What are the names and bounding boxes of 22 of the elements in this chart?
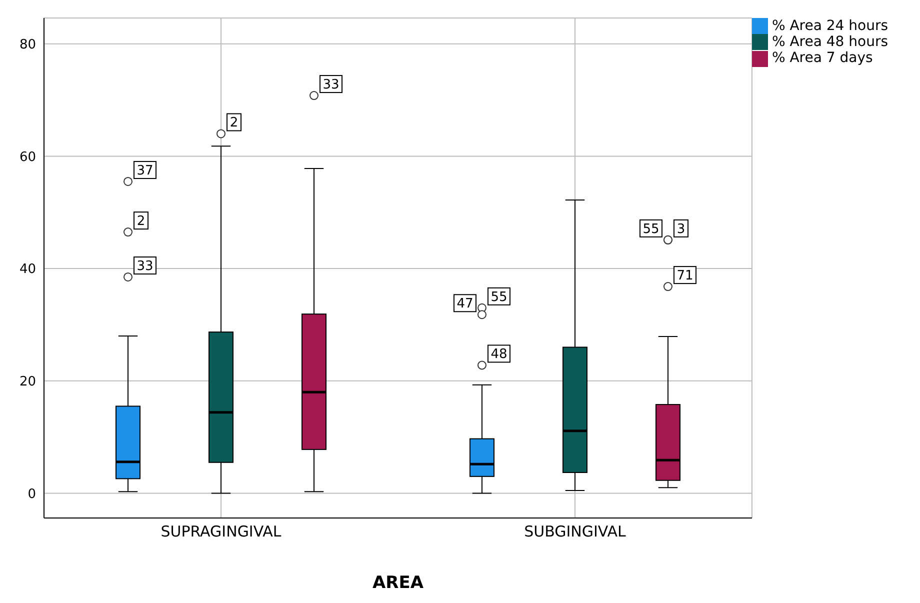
annotation: 71 (676, 268, 694, 284)
annotation: 2 (136, 214, 146, 230)
y-tick-label: 20 (19, 374, 36, 390)
y-tick-label: 40 (19, 262, 36, 278)
annotation: 2 (230, 116, 238, 131)
annotation: 47 (456, 296, 474, 312)
legend-label: % Area 48 hours (772, 34, 888, 50)
x-axis-title: AREA (372, 573, 424, 593)
annotation: 33 (322, 78, 340, 93)
y-tick-label: 0 (28, 486, 36, 502)
annotation: 37 (136, 163, 154, 178)
y-tick-label: 60 (19, 150, 36, 165)
x-tick-label: SUPRAGINGIVAL (160, 522, 282, 541)
legend-label: % Area 24 hours (772, 18, 888, 34)
legend-label: % Area 7 days (772, 50, 873, 66)
annotation: 55 (642, 222, 660, 237)
annotation: 55 (490, 290, 508, 305)
y-tick-label: 80 (19, 37, 36, 52)
annotation: 33 (136, 258, 154, 274)
x-tick-label: SUBGINGIVAL (524, 522, 626, 541)
annotation: 3 (676, 222, 686, 237)
annotation: 48 (490, 347, 508, 362)
